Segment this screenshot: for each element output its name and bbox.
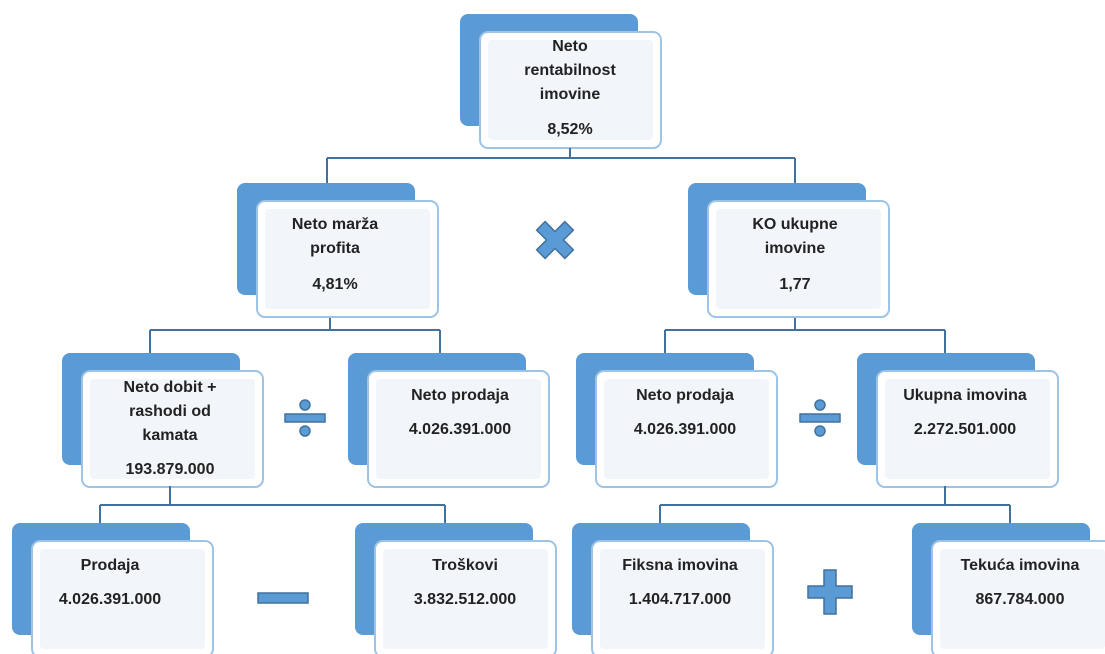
node-label: Neto dobit + bbox=[124, 379, 217, 396]
node: Tekuća imovina 867.784.000 bbox=[912, 523, 1105, 654]
divide-dot bbox=[814, 399, 826, 411]
node: Ukupna imovina 2.272.501.000 bbox=[857, 353, 1059, 488]
node-label: imovine bbox=[765, 240, 826, 257]
plus-icon bbox=[807, 569, 853, 615]
node-label: rashodi od bbox=[129, 403, 211, 420]
node-inner bbox=[383, 549, 548, 649]
connector bbox=[99, 486, 446, 523]
node-value: 4.026.391.000 bbox=[409, 421, 511, 438]
node-inner bbox=[376, 379, 541, 479]
node-inner bbox=[600, 549, 765, 649]
node-label: imovine bbox=[540, 86, 601, 103]
node-label: Fiksna imovina bbox=[622, 557, 738, 574]
node-inner bbox=[940, 549, 1105, 649]
node-value: 2.272.501.000 bbox=[914, 421, 1016, 438]
connector bbox=[664, 318, 946, 353]
node-label: KO ukupne bbox=[752, 216, 837, 233]
node: Neto dobit + rashodi od kamata 193.879.000 bbox=[62, 353, 264, 488]
connectors bbox=[99, 148, 1011, 523]
node-label: Ukupna imovina bbox=[903, 387, 1027, 404]
node-inner bbox=[885, 379, 1050, 479]
node-label: Neto prodaja bbox=[636, 387, 734, 404]
node-inner bbox=[716, 209, 881, 309]
node-inner bbox=[265, 209, 430, 309]
node-label: Prodaja bbox=[81, 557, 140, 574]
node-inner bbox=[40, 549, 205, 649]
node-label: Tekuća imovina bbox=[961, 557, 1080, 574]
node-label: kamata bbox=[142, 427, 197, 444]
divide-dot bbox=[299, 425, 311, 437]
node: Prodaja 4.026.391.000 bbox=[12, 523, 214, 654]
node: Neto marža profita 4,81% bbox=[237, 183, 439, 318]
node-label: Neto marža bbox=[292, 216, 378, 233]
node-value: 1,77 bbox=[779, 276, 810, 293]
node: KO ukupne imovine 1,77 bbox=[688, 183, 890, 318]
divide-icon bbox=[284, 399, 326, 437]
node-value: 193.879.000 bbox=[126, 461, 215, 478]
divide-bar bbox=[284, 413, 326, 423]
node-label: rentabilnost bbox=[524, 62, 616, 79]
node-value: 4.026.391.000 bbox=[59, 591, 161, 608]
node: Fiksna imovina 1.404.717.000 bbox=[572, 523, 774, 654]
node: Neto prodaja 4.026.391.000 bbox=[576, 353, 778, 488]
divide-dot bbox=[814, 425, 826, 437]
node-value: 3.832.512.000 bbox=[414, 591, 516, 608]
connector bbox=[149, 318, 441, 353]
node-label: profita bbox=[310, 240, 360, 257]
divide-dot bbox=[299, 399, 311, 411]
minus-icon bbox=[257, 592, 309, 604]
node: Neto prodaja 4.026.391.000 bbox=[348, 353, 550, 488]
operators bbox=[257, 220, 853, 615]
divide-icon bbox=[799, 399, 841, 437]
node: Troškovi 3.832.512.000 bbox=[355, 523, 557, 654]
connector bbox=[659, 486, 1011, 523]
connector bbox=[326, 148, 796, 183]
node-value: 4.026.391.000 bbox=[634, 421, 736, 438]
node-label: Neto prodaja bbox=[411, 387, 509, 404]
node: Neto rentabilnost imovine 8,52% bbox=[460, 14, 662, 149]
node-label: Neto bbox=[552, 38, 588, 55]
node-inner bbox=[604, 379, 769, 479]
node-value: 4,81% bbox=[312, 276, 357, 293]
node-inner bbox=[488, 40, 653, 140]
divide-bar bbox=[799, 413, 841, 423]
multiply-icon bbox=[535, 220, 575, 260]
node-value: 8,52% bbox=[547, 121, 592, 138]
node-inner bbox=[90, 379, 255, 479]
node-value: 867.784.000 bbox=[976, 591, 1065, 608]
node-label: Troškovi bbox=[432, 557, 498, 574]
node-value: 1.404.717.000 bbox=[629, 591, 731, 608]
